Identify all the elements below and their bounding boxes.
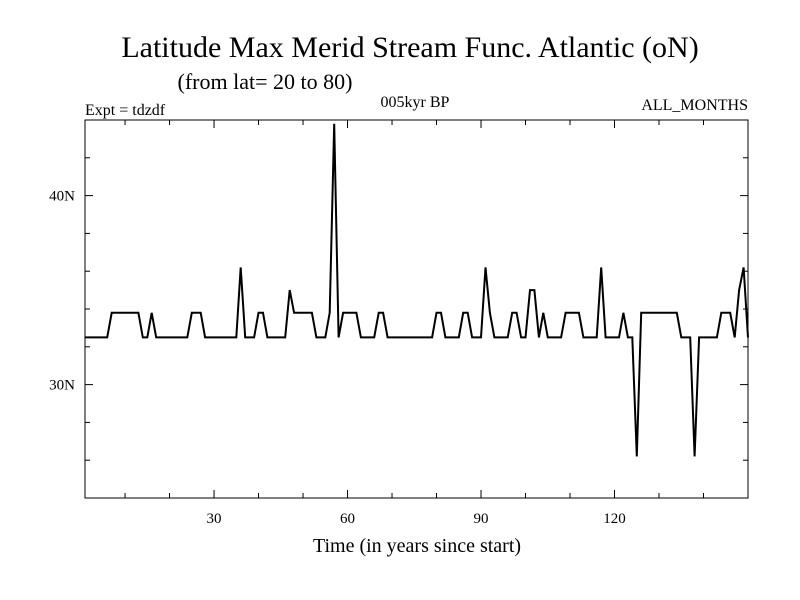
experiment-label: Expt = tdzdf [85,102,166,119]
months-label: ALL_MONTHS [641,97,748,114]
x-tick-label: 120 [603,511,626,527]
series-line [85,123,749,457]
tick-labels: 30 60 90 120 30N 40N [49,189,626,527]
plot-frame [84,119,749,499]
x-tick-label: 90 [474,511,489,527]
x-axis-label: Time (in years since start) [313,535,521,557]
x-tick-label: 30 [207,511,222,527]
y-tick-label: 40N [49,189,75,205]
tick-marks [85,120,748,498]
chart-subtitle: (from lat= 20 to 80) [178,69,353,94]
period-label: 005kyr BP [381,94,450,111]
y-tick-label: 30N [49,378,75,394]
chart-title: Latitude Max Merid Stream Func. Atlantic… [121,31,698,64]
x-tick-label: 60 [340,511,355,527]
